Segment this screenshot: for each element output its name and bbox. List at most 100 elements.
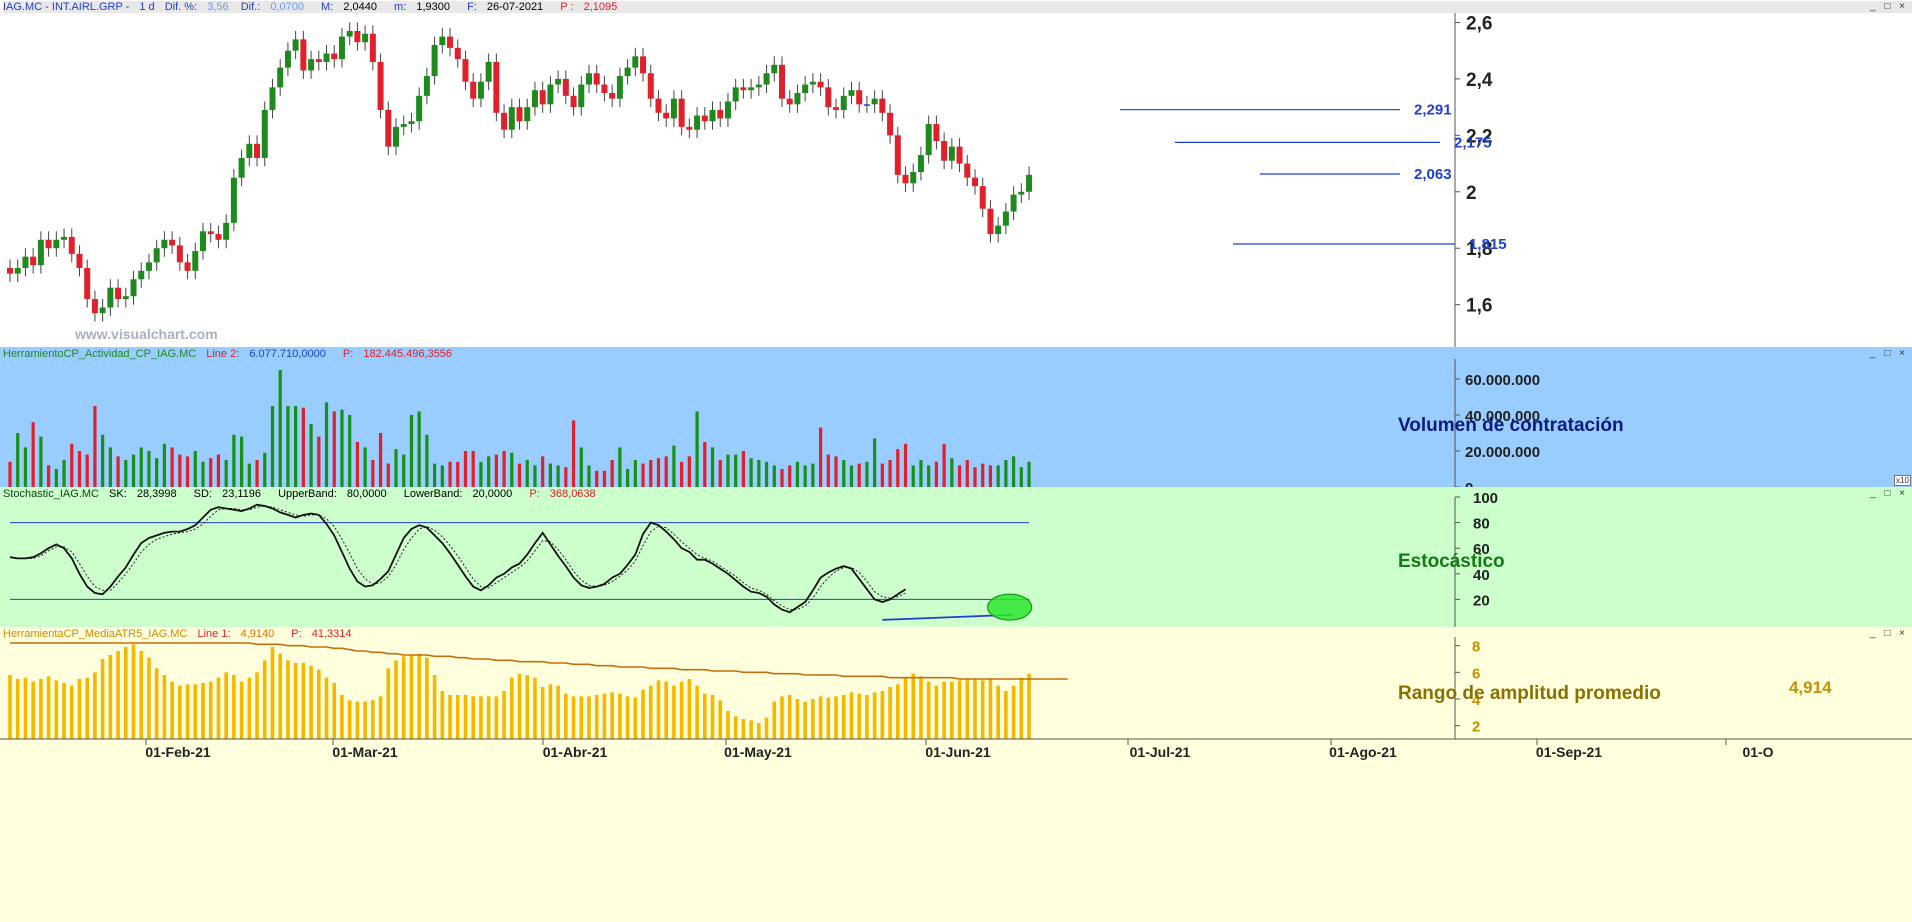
volume-bar	[919, 460, 923, 487]
volume-bar	[896, 449, 900, 487]
candle	[246, 143, 253, 158]
price-header: IAG.MC - INT.AIRL.GRP - 1 d Dif. %: 3,56…	[3, 1, 1912, 13]
atr-bar	[602, 693, 607, 739]
volume-bar	[355, 442, 359, 487]
candle	[616, 76, 623, 99]
atr-bar	[857, 693, 861, 739]
volume-bar	[309, 424, 313, 487]
volume-bar	[147, 451, 151, 487]
volume-bar	[703, 442, 707, 487]
volume-bar	[101, 434, 105, 487]
atr-bar	[564, 693, 568, 739]
volume-bar	[348, 415, 352, 487]
volume-bar	[1027, 461, 1031, 487]
atr-chart[interactable]: 8 6 4 2 01-Feb-21 01-Mar-21 01-Abr-21 01-May-21…	[0, 627, 1912, 922]
candle	[717, 109, 724, 119]
atr-bar	[479, 696, 483, 739]
volume-window-buttons[interactable]: _ □ ×	[1870, 348, 1908, 359]
atr-bar	[772, 701, 777, 739]
volume-bar	[819, 427, 823, 487]
time-tick-label: 01-Mar-21	[332, 744, 398, 760]
atr-bar	[548, 684, 553, 739]
price-tick-label: 1,6	[1466, 296, 1492, 317]
candle	[848, 90, 855, 96]
stochastic-header: Stochastic_IAG.MC SK: 28,3998 SD: 23,119…	[3, 488, 610, 500]
candle	[501, 112, 508, 130]
candle	[894, 135, 901, 175]
atr-bar	[54, 680, 59, 739]
candle	[771, 64, 778, 74]
candle	[107, 287, 114, 308]
atr-bar	[733, 716, 738, 739]
candle	[794, 93, 801, 105]
atr-bar	[355, 701, 360, 739]
volume-bar	[16, 433, 20, 487]
atr-title: Rango de amplitud promedio	[1398, 683, 1661, 704]
volume-bar	[502, 451, 506, 487]
volume-chart[interactable]: 60.000.000 40.000.000 20.000.000 0	[0, 347, 1912, 487]
candle	[539, 90, 546, 105]
atr-bar	[718, 700, 723, 739]
volume-bar	[378, 433, 383, 487]
atr-bar	[486, 696, 491, 739]
candle	[694, 115, 701, 130]
candle	[655, 98, 662, 113]
atr-p-value: 41,3314	[311, 628, 352, 640]
candle	[130, 279, 137, 297]
atr-bar	[540, 687, 545, 739]
candle	[763, 73, 770, 85]
volume-panel: 60.000.000 40.000.000 20.000.000 0 Herramie…	[0, 347, 1912, 488]
price-window-buttons[interactable]: _ □ ×	[1870, 1, 1908, 12]
header-dif-pct: 3,56	[207, 1, 229, 13]
atr-bar	[262, 660, 267, 739]
candle	[277, 67, 284, 88]
candle	[871, 98, 878, 105]
atr-bar	[417, 653, 421, 739]
candle	[184, 262, 191, 271]
volume-bar	[687, 456, 691, 487]
candle	[431, 45, 438, 77]
stochastic-chart[interactable]: 100 80 60 40 20	[0, 487, 1912, 627]
candle	[53, 239, 60, 249]
candle	[338, 36, 345, 60]
stoch-header-name: Stochastic_IAG.MC	[3, 488, 99, 500]
volume-bar	[626, 469, 630, 487]
volume-bar	[240, 436, 244, 487]
volume-bar	[981, 463, 985, 487]
atr-bar	[648, 685, 653, 739]
header-max: 2,0440	[343, 1, 377, 13]
volume-multiplier: x10	[1894, 475, 1911, 486]
atr-bar	[93, 672, 97, 739]
atr-window-buttons[interactable]: _ □ ×	[1870, 628, 1908, 639]
atr-bar	[888, 687, 892, 739]
atr-bar	[594, 695, 599, 739]
candle	[995, 225, 1002, 235]
atr-bar	[502, 691, 506, 739]
volume-bar	[371, 460, 375, 487]
time-tick-label: 01-Jun-21	[925, 744, 991, 760]
stochastic-window-buttons[interactable]: _ □ ×	[1870, 488, 1908, 499]
atr-bar	[525, 675, 530, 739]
candle	[346, 30, 353, 37]
candle	[377, 61, 384, 110]
candle	[14, 267, 21, 274]
volume-bar	[47, 465, 51, 487]
atr-bar	[208, 681, 213, 739]
atr-bar	[131, 644, 136, 739]
atr-bar	[980, 680, 985, 739]
atr-bar	[116, 651, 120, 739]
volume-bar	[363, 447, 367, 487]
candle	[547, 84, 554, 105]
divergence-line	[882, 613, 1014, 621]
atr-bar	[147, 657, 151, 739]
volume-bar	[1019, 467, 1023, 487]
atr-bar	[293, 663, 298, 739]
volume-tick-label: 40.000.000	[1465, 408, 1540, 425]
atr-bar	[309, 665, 313, 739]
atr-bar	[996, 685, 1000, 739]
atr-tick-label: 8	[1472, 639, 1480, 656]
candle	[786, 98, 793, 105]
atr-bar	[571, 696, 576, 739]
